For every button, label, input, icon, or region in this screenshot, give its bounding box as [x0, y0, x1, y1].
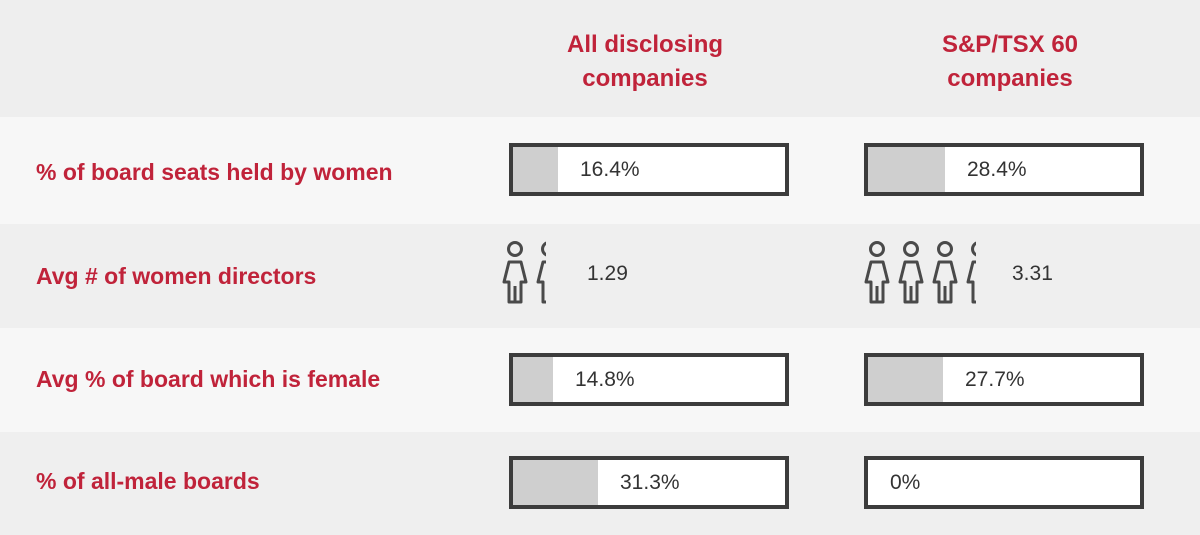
- column-header-line: companies: [947, 65, 1073, 92]
- row-label-avg-women-directors: Avg # of women directors: [36, 263, 317, 289]
- row-band-avg-women: [0, 224, 1200, 328]
- people-icons-tsx60: [862, 240, 976, 310]
- female-person-icons: [864, 241, 976, 304]
- row-label-board-seats: % of board seats held by women: [36, 159, 393, 185]
- female-person-icon: [898, 241, 924, 304]
- bar-board-seats-tsx60: 28.4%: [864, 143, 1144, 196]
- people-icons-all: [500, 240, 546, 310]
- column-header-tsx60: S&P/TSX 60 companies: [860, 28, 1160, 96]
- bar-fill: [868, 357, 943, 402]
- row-label-all-male-boards: % of all-male boards: [36, 468, 260, 494]
- bar-board-seats-all: 16.4%: [509, 143, 789, 196]
- bar-fill: [513, 357, 553, 402]
- column-header-line: S&P/TSX 60: [941, 31, 1079, 58]
- bar-value-label: 0%: [890, 471, 921, 494]
- header-band: [0, 0, 1200, 117]
- female-person-icon: [536, 241, 546, 304]
- female-person-icons: [502, 241, 546, 304]
- bar-value-label: 28.4%: [967, 158, 1027, 181]
- row-label-avg-percent-female: Avg % of board which is female: [36, 366, 381, 392]
- bar-all-male-tsx60: 0%: [864, 456, 1144, 509]
- bar-fill: [513, 147, 558, 192]
- bar-all-male-all: 31.3%: [509, 456, 789, 509]
- bar-avg-percent-all: 14.8%: [509, 353, 789, 406]
- bar-avg-percent-tsx60: 27.7%: [864, 353, 1144, 406]
- column-header-line: companies: [582, 65, 708, 92]
- bar-value-label: 16.4%: [580, 158, 640, 181]
- female-person-icon: [502, 241, 528, 304]
- column-header-line: All disclosing: [566, 31, 724, 58]
- bar-value-label: 14.8%: [575, 368, 635, 391]
- female-person-icon: [966, 241, 976, 304]
- bar-value-label: 31.3%: [620, 471, 680, 494]
- bar-fill: [868, 147, 945, 192]
- female-person-icon: [932, 241, 958, 304]
- female-person-icon: [864, 241, 890, 304]
- bar-fill: [513, 460, 598, 505]
- avg-women-value-all: 1.29: [587, 262, 628, 285]
- avg-women-value-tsx60: 3.31: [1012, 262, 1053, 285]
- column-header-all-disclosing: All disclosing companies: [495, 28, 795, 96]
- bar-value-label: 27.7%: [965, 368, 1025, 391]
